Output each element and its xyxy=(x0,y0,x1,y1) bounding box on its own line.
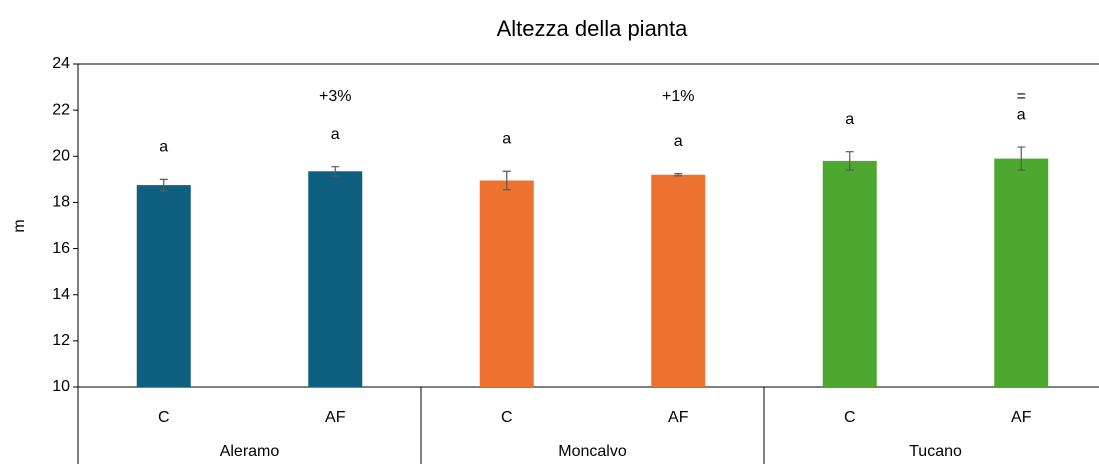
significance-letter: a xyxy=(159,139,168,156)
change-label: +3% xyxy=(319,88,351,105)
y-axis-label: m xyxy=(11,219,28,232)
bar xyxy=(479,180,534,387)
change-label: +1% xyxy=(662,88,694,105)
bar xyxy=(822,160,877,387)
bar xyxy=(136,185,191,387)
x-tick-label: C xyxy=(501,409,513,426)
x-tick-label: AF xyxy=(668,409,689,426)
y-tick-label: 18 xyxy=(52,194,70,211)
x-tick-label: AF xyxy=(325,409,346,426)
group-label: Moncalvo xyxy=(558,443,627,460)
error-bar xyxy=(502,170,511,191)
x-tick-label: C xyxy=(844,409,856,426)
y-tick-label: 12 xyxy=(52,332,70,349)
error-bar xyxy=(331,166,340,177)
chart-title: Altezza della pianta xyxy=(497,16,689,41)
change-label: = xyxy=(1017,88,1026,105)
y-tick-label: 16 xyxy=(52,240,70,257)
bar xyxy=(994,158,1049,387)
x-tick-label: C xyxy=(158,409,170,426)
significance-letter: a xyxy=(502,131,511,148)
group-label: Aleramo xyxy=(220,443,280,460)
significance-letter: a xyxy=(1017,106,1026,123)
significance-letter: a xyxy=(331,126,340,143)
group-label: Tucano xyxy=(909,443,962,460)
y-tick-label: 22 xyxy=(52,101,70,118)
error-bar xyxy=(845,151,854,171)
y-tick-label: 14 xyxy=(52,286,70,303)
error-bar xyxy=(159,178,168,192)
plot-frame xyxy=(77,63,1099,388)
significance-letter: a xyxy=(845,111,854,128)
y-tick-label: 10 xyxy=(52,378,70,395)
y-tick-label: 20 xyxy=(52,148,70,165)
error-bar xyxy=(1017,146,1026,171)
x-tick-label: AF xyxy=(1011,409,1032,426)
bar xyxy=(651,174,706,387)
significance-letter: a xyxy=(674,133,683,150)
bar xyxy=(308,171,363,387)
y-tick-label: 24 xyxy=(52,55,70,72)
error-bar xyxy=(674,172,683,177)
